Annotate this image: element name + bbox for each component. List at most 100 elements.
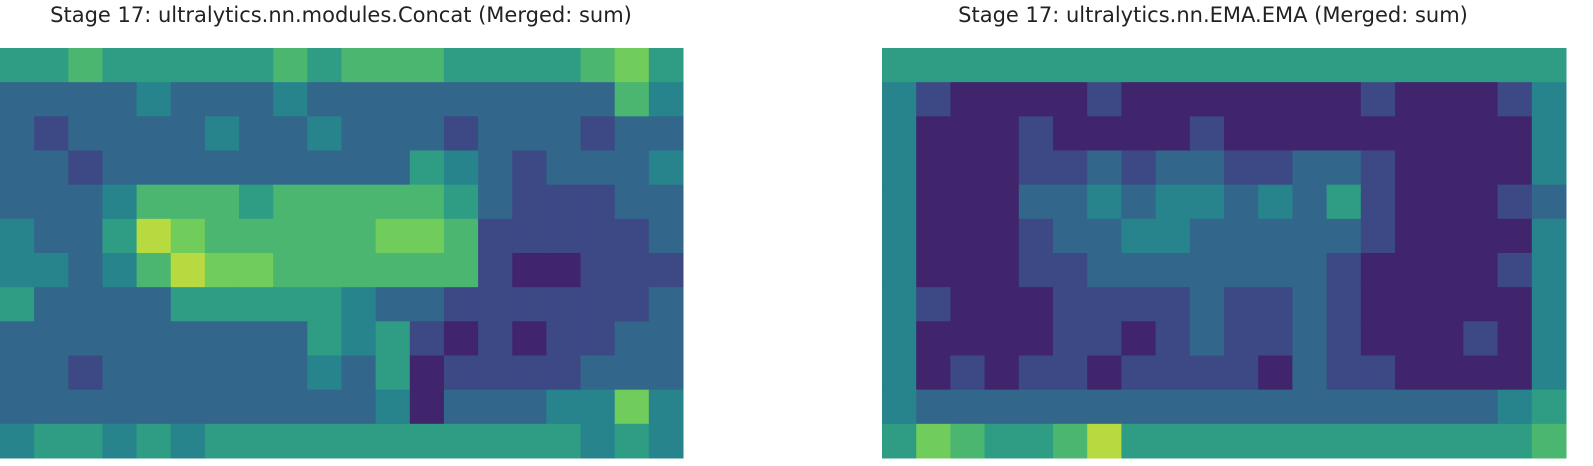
heatmap-cell [375,253,411,288]
heatmap-cell [1292,150,1328,186]
heatmap-cell [136,355,172,391]
heatmap-cell [341,48,377,83]
heatmap-cell [102,48,138,83]
heatmap-cell [273,48,308,83]
heatmap-cell [580,389,616,425]
heatmap-cell [580,355,616,391]
heatmap-cell [0,253,35,288]
heatmap-cell [648,82,684,117]
heatmap-cell [984,82,1020,117]
heatmap-cell [1121,150,1157,186]
heatmap-cell [950,321,986,356]
heatmap-cell [204,253,240,288]
panel-title: Stage 17: ultralytics.nn.modules.Concat … [50,3,632,27]
heatmap-cell [1018,218,1054,254]
heatmap-cell [68,218,103,254]
heatmap-cell [34,82,69,117]
heatmap-cell [204,150,240,186]
heatmap-cell [34,423,69,459]
heatmap-cell [1429,355,1464,391]
heatmap-cell [1395,389,1430,425]
heatmap-cell [1531,116,1567,151]
heatmap-cell [546,423,582,459]
heatmap-cell [170,389,206,425]
heatmap-cell [341,355,377,391]
heatmap-cell [1224,423,1259,459]
heatmap-cell [239,389,274,425]
heatmap-cell [614,389,650,425]
heatmap-cell [580,184,616,220]
heatmap-cell [1053,355,1088,391]
heatmap-cell [34,253,69,288]
heatmap-cell [307,253,342,288]
heatmap-cell [478,355,513,391]
heatmap-cell [1155,423,1191,459]
heatmap-cell [580,321,616,356]
heatmap-cell [546,321,582,356]
heatmap-cell [341,423,377,459]
heatmap-cell [1360,423,1396,459]
heatmap-cell [512,82,547,117]
heatmap-cell [1429,150,1464,186]
heatmap-cell [375,184,411,220]
heatmap-cell [546,287,582,322]
heatmap-cell [1395,218,1430,254]
heatmap-cell [1463,389,1499,425]
heatmap-cell [273,82,308,117]
heatmap-cell [170,253,206,288]
heatmap-cell [1292,423,1328,459]
heatmap-cell [1326,82,1362,117]
heatmap-cell [580,253,616,288]
heatmap-cell [136,423,172,459]
heatmap-cell [1360,218,1396,254]
heatmap-cell [882,116,917,151]
heatmap-cell [882,355,917,391]
heatmap-cell [409,184,445,220]
heatmap-cell [1224,287,1259,322]
heatmap-cell [1087,150,1122,186]
heatmap-cell [1463,423,1499,459]
heatmap-cell [1463,253,1499,288]
heatmap-cell [882,389,917,425]
heatmap-cell [1053,82,1088,117]
heatmap-cell [443,82,479,117]
heatmap-cell [478,287,513,322]
heatmap-cell [1121,423,1157,459]
heatmap-cell [443,48,479,83]
heatmap-cell [1053,116,1088,151]
heatmap-cell [984,389,1020,425]
heatmap-cell [1258,82,1293,117]
heatmap-cell [1326,355,1362,391]
heatmap-cell [882,150,917,186]
heatmap-cell [239,321,274,356]
heatmap-cell [1497,389,1533,425]
heatmap-cell [375,48,411,83]
heatmap-cell [580,48,616,83]
heatmap-cell [1326,116,1362,151]
heatmap-cell [950,218,986,254]
heatmap-cell [1224,355,1259,391]
heatmap-cell [1326,389,1362,425]
heatmap-cell [1087,355,1122,391]
heatmap-cell [170,184,206,220]
heatmap-cell [950,355,986,391]
heatmap-cell [1292,287,1328,322]
heatmap-cell [984,423,1020,459]
heatmap-cell [1360,287,1396,322]
heatmap-cell [409,287,445,322]
heatmap-cell [307,150,342,186]
heatmap-cell [136,287,172,322]
heatmap-cell [916,423,951,459]
heatmap-cell [170,218,206,254]
heatmap-cell [1463,82,1499,117]
heatmap-cell [546,184,582,220]
heatmap-cell [1224,150,1259,186]
heatmap-cell [1258,116,1293,151]
heatmap-cell [170,150,206,186]
heatmap-cell [341,184,377,220]
heatmap-cell [950,253,986,288]
heatmap-cell [1087,48,1122,83]
heatmap-cell [239,355,274,391]
heatmap-cell [1531,184,1567,220]
heatmap-cell [409,82,445,117]
